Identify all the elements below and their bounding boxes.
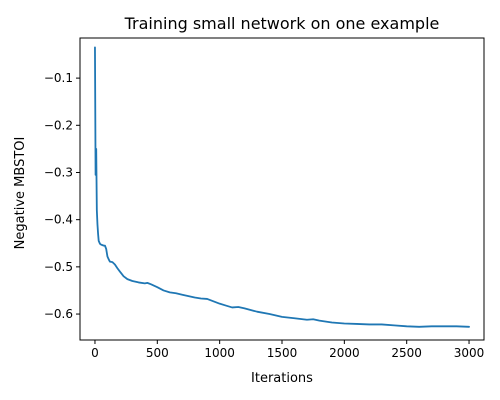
x-tick-label: 2500 (391, 346, 422, 360)
chart-title: Training small network on one example (124, 14, 440, 33)
y-tick-label: −0.3 (44, 165, 73, 179)
series-line-0 (94, 46, 470, 328)
plot-area: 0 500 1000 1500 2000 2500 3000 −0.1 −0.2 −0.3 −0.4… (44, 37, 485, 360)
y-axis-label: Negative MBSTOI (13, 137, 28, 250)
x-tick-label: 500 (146, 346, 169, 360)
x-tick-label: 2000 (329, 346, 360, 360)
y-tick-label: −0.1 (44, 71, 73, 85)
y-tick-label: −0.2 (44, 118, 73, 132)
x-tick-label: 0 (91, 346, 99, 360)
y-tick-label: −0.4 (44, 213, 73, 227)
plot-frame (79, 37, 485, 341)
y-tick-label: −0.5 (44, 260, 73, 274)
x-axis-label: Iterations (251, 371, 313, 386)
x-tick-label: 1500 (267, 346, 298, 360)
x-tick-label: 1000 (204, 346, 235, 360)
y-tick-label: −0.6 (44, 307, 73, 321)
x-tick-label: 3000 (454, 346, 485, 360)
